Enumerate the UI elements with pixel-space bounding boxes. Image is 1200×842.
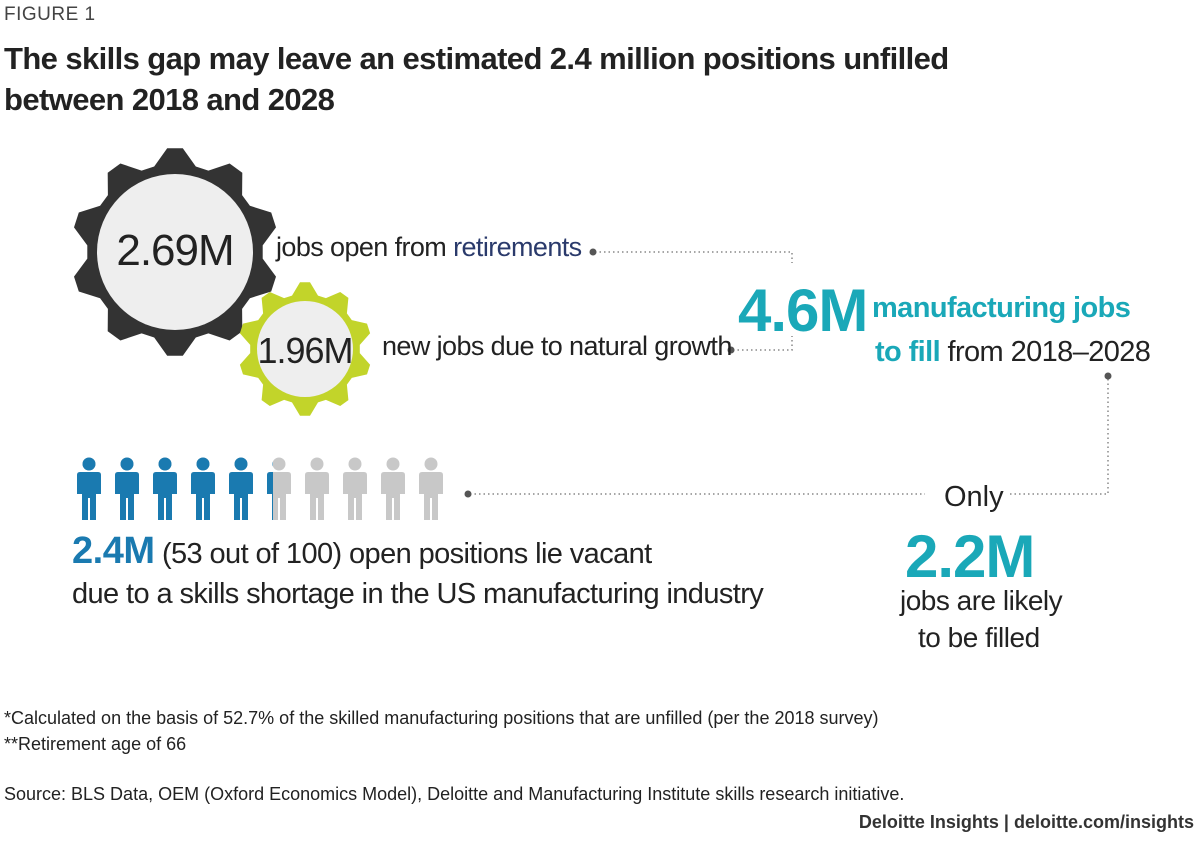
dotted-connector [1010, 378, 1109, 495]
dotted-connector [733, 336, 793, 351]
person-icon [343, 457, 367, 520]
figure-label: FIGURE 1 [4, 4, 96, 25]
total-jobs-label-line2: to fill from 2018–2028 [875, 336, 1151, 369]
total-jobs-value: 4.6M [738, 277, 868, 344]
person-icon [115, 457, 139, 520]
filled-value: 2.2M [905, 523, 1035, 590]
gear-face [97, 174, 253, 330]
footnote-2: **Retirement age of 66 [4, 734, 187, 754]
filled-label-line2: to be filled [918, 622, 1040, 653]
connector-dot [589, 248, 597, 256]
person-icon [305, 457, 329, 520]
growth-label: new jobs due to natural growth [382, 331, 732, 361]
growth-gear-icon [239, 282, 371, 416]
person-icon [191, 457, 215, 520]
chart-title: The skills gap may leave an estimated 2.… [4, 41, 949, 117]
retirements-label-prefix: jobs open from [276, 232, 454, 262]
connector-dot [1104, 372, 1112, 380]
filled-label-line1: jobs are likely [900, 585, 1063, 616]
vacant-line2: due to a skills shortage in the US manuf… [72, 578, 764, 610]
gear-face [257, 301, 353, 397]
retirements-label: jobs open from retirements [276, 232, 582, 263]
retirements-value: 2.69M [116, 226, 234, 275]
retirements-gear-icon [74, 148, 276, 356]
people-pictogram [77, 457, 443, 520]
vacant-line1-rest: (53 out of 100) open positions lie vacan… [154, 538, 652, 570]
person-icon [77, 457, 101, 520]
person-icon [153, 457, 177, 520]
dotted-connector [595, 251, 793, 263]
total-jobs-label-bold: to fill [875, 336, 941, 368]
person-icon [381, 457, 405, 520]
total-jobs-label-rest: from 2018–2028 [940, 336, 1151, 368]
growth-value: 1.96M [257, 330, 353, 371]
person-icon [267, 457, 291, 520]
person-icon [419, 457, 443, 520]
vacant-value: 2.4M [72, 530, 155, 572]
connector-lines [464, 248, 1112, 498]
footnote-1: *Calculated on the basis of 52.7% of the… [4, 708, 879, 728]
person-icon [229, 457, 253, 520]
filled-prefix: Only [944, 481, 1004, 513]
retirements-label-highlight: retirements [453, 232, 582, 262]
brand-credit: Deloitte Insights | deloitte.com/insight… [858, 812, 1194, 832]
source-note: Source: BLS Data, OEM (Oxford Economics … [4, 784, 905, 804]
vacant-line1: 2.4M (53 out of 100) open positions lie … [72, 530, 652, 573]
total-jobs-label-line1: manufacturing jobs [872, 292, 1131, 324]
connector-dot [464, 490, 472, 498]
connector-dot [727, 346, 735, 354]
